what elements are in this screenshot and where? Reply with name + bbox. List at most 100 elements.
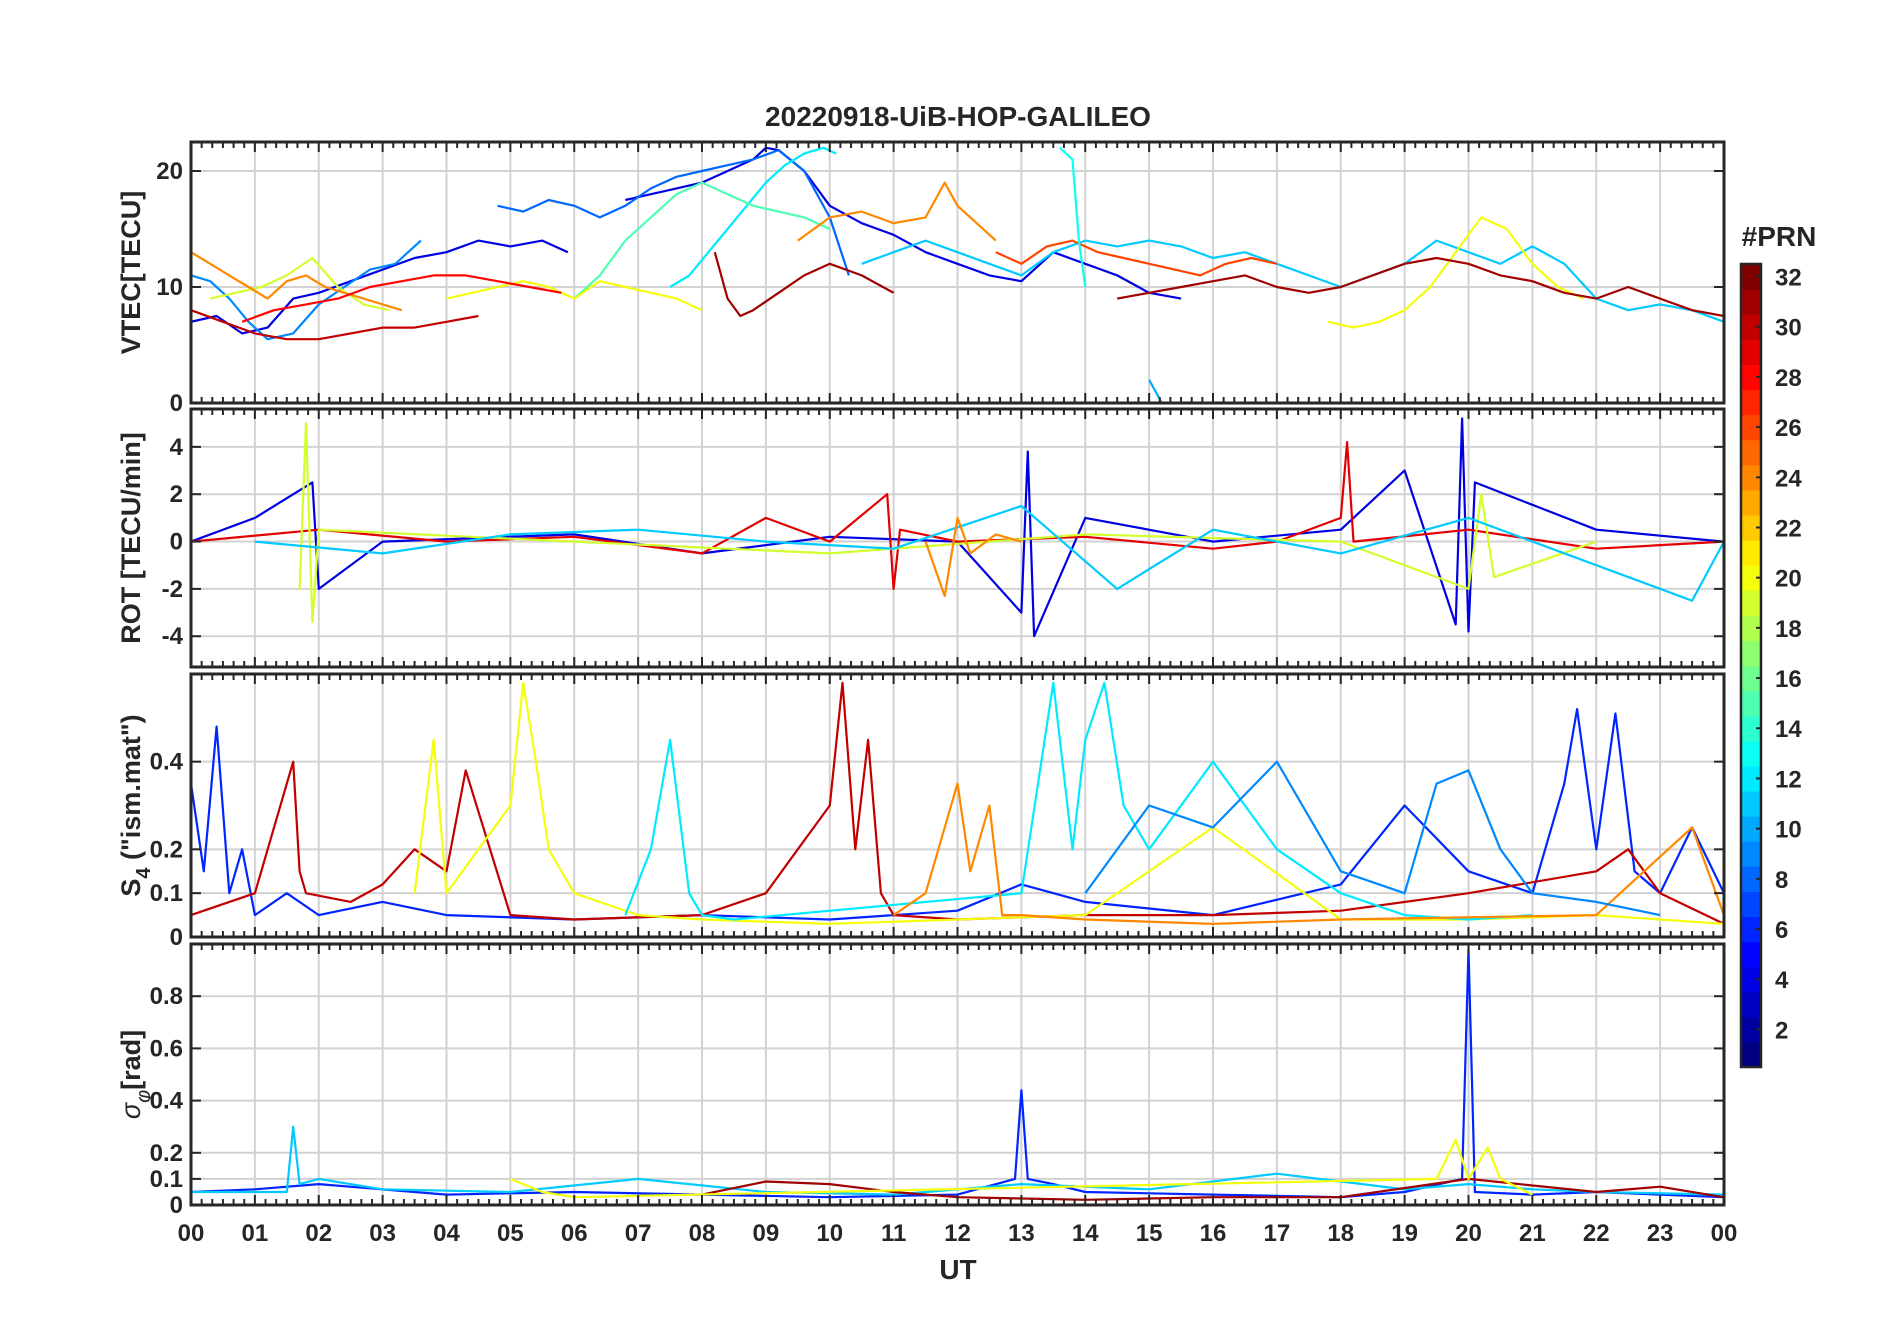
panel-s4-frame <box>189 672 1726 939</box>
x-tick-label: 07 <box>625 1220 652 1247</box>
series-prn-13 <box>1058 146 1087 288</box>
y-tick-label: 0.8 <box>150 983 183 1010</box>
x-tick-label: 05 <box>497 1220 524 1247</box>
chart-title: 20220918-UiB-HOP-GALILEO <box>765 101 1151 132</box>
y-tick-label: 2 <box>170 481 183 508</box>
panel-rot-series <box>191 417 1724 638</box>
panel-s4: 00.10.20.4S4 ("ism.mat") <box>116 672 1726 951</box>
colorbar-tick-label: 6 <box>1775 917 1788 944</box>
x-tick-label: 04 <box>433 1220 460 1247</box>
y-tick-label: 10 <box>156 274 183 301</box>
series-prn-11 <box>254 504 1724 602</box>
colorbar-band <box>1741 565 1761 591</box>
panel-rot: -4 -2 0 2 4 ROT [TECU/min] <box>116 407 1726 669</box>
x-tick-label: 17 <box>1264 1220 1291 1247</box>
panel-vtec-frame <box>189 140 1726 405</box>
colorbar-band <box>1741 740 1761 767</box>
colorbar-band <box>1741 790 1761 817</box>
y-axis-label-rest: ("ism.mat") <box>116 714 146 867</box>
colorbar-tick-label: 10 <box>1775 817 1802 844</box>
x-tick-label: 01 <box>242 1220 269 1247</box>
colorbar-band <box>1741 540 1761 566</box>
x-tick-label: 02 <box>305 1220 332 1247</box>
colorbar-band <box>1741 590 1761 616</box>
series-prn-24 <box>191 251 403 312</box>
y-axis-label-rest: [rad] <box>116 1030 146 1090</box>
series-prn-20 <box>509 1138 1533 1199</box>
y-axis-label-sub: φ <box>133 1090 155 1103</box>
y-tick-label: 0 <box>170 529 183 556</box>
panel-sigma_phi: 00.10.2 0.4 0.6 0.8 σφ[rad] <box>116 942 1726 1219</box>
colorbar-band <box>1741 916 1761 943</box>
colorbar-tick-label: 20 <box>1775 566 1802 593</box>
colorbar-tick-label: 24 <box>1775 465 1802 492</box>
colorbar-tick-label: 12 <box>1775 766 1802 793</box>
y-tick-label: 0.6 <box>150 1035 183 1062</box>
colorbar-band <box>1741 690 1761 717</box>
series-prn-24 <box>797 181 997 242</box>
y-axis-label-main: S <box>116 879 146 897</box>
colorbar-band <box>1741 1016 1761 1043</box>
y-tick-label: 0.2 <box>150 1140 183 1167</box>
series-prn-15 <box>573 181 831 300</box>
colorbar-band <box>1741 464 1761 491</box>
colorbar-band <box>1741 439 1761 466</box>
colorbar-tick-label: 32 <box>1775 265 1802 292</box>
y-axis-label-vtec: VTEC[TECU] <box>116 191 146 355</box>
series-prn-28 <box>241 274 562 323</box>
panel-vtec-series <box>191 146 1724 403</box>
x-tick-label: 00 <box>1711 1220 1738 1247</box>
colorbar-band <box>1741 941 1761 968</box>
colorbar-band <box>1741 715 1761 742</box>
x-tick-label: 09 <box>753 1220 780 1247</box>
colorbar-band <box>1741 765 1761 792</box>
x-tick-label: 11 <box>881 1220 906 1247</box>
colorbar-band <box>1741 891 1761 918</box>
series-prn-8 <box>497 149 850 276</box>
y-tick-label: 0 <box>170 1192 183 1219</box>
colorbar-band <box>1741 364 1761 391</box>
y-tick-label: 20 <box>156 158 183 185</box>
panel-sigma_phi-frame <box>189 942 1726 1207</box>
colorbar-tick-label: 4 <box>1775 967 1789 994</box>
y-tick-label: 0 <box>170 924 183 951</box>
panel-vtec: 0 10 20 VTEC[TECU] <box>116 140 1726 417</box>
colorbar-band <box>1741 615 1761 642</box>
series-prn-24 <box>924 516 1022 598</box>
colorbar-band <box>1741 866 1761 892</box>
series-prn-4 <box>191 239 569 335</box>
colorbar-band <box>1741 489 1761 516</box>
x-tick-label: 14 <box>1072 1220 1099 1247</box>
series-prn-9 <box>191 239 422 341</box>
series-prn-31 <box>713 251 895 318</box>
colorbar-band <box>1741 966 1761 993</box>
colorbar-band <box>1741 816 1761 842</box>
series-prn-6 <box>191 707 1724 921</box>
x-tick-label: 12 <box>944 1220 971 1247</box>
x-tick-label: 22 <box>1583 1220 1610 1247</box>
series-prn-11 <box>861 239 1724 323</box>
y-axis-label-sub: 4 <box>133 867 155 879</box>
colorbar-band <box>1741 414 1761 441</box>
x-tick-label: 06 <box>561 1220 588 1247</box>
x-axis-label: UT <box>939 1254 976 1285</box>
y-tick-label: 0.1 <box>150 880 183 907</box>
colorbar-title: #PRN <box>1742 221 1817 252</box>
series-prn-19 <box>209 256 390 312</box>
series-prn-12 <box>669 146 837 288</box>
y-tick-label: -4 <box>162 623 184 650</box>
x-tick-label: 16 <box>1200 1220 1227 1247</box>
colorbar-band <box>1741 339 1761 365</box>
colorbar-band <box>1741 514 1761 541</box>
colorbar-band <box>1741 841 1761 867</box>
y-axis-label-s4: S4 ("ism.mat") <box>116 714 155 896</box>
series-prn-20 <box>446 280 703 312</box>
y-tick-label: -2 <box>162 576 183 603</box>
y-tick-label: 0.2 <box>150 836 183 863</box>
series-prn-6 <box>191 948 1724 1199</box>
y-tick-label: 0.1 <box>150 1166 183 1193</box>
series-prn-26 <box>995 239 1278 277</box>
x-tick-label: 08 <box>689 1220 716 1247</box>
